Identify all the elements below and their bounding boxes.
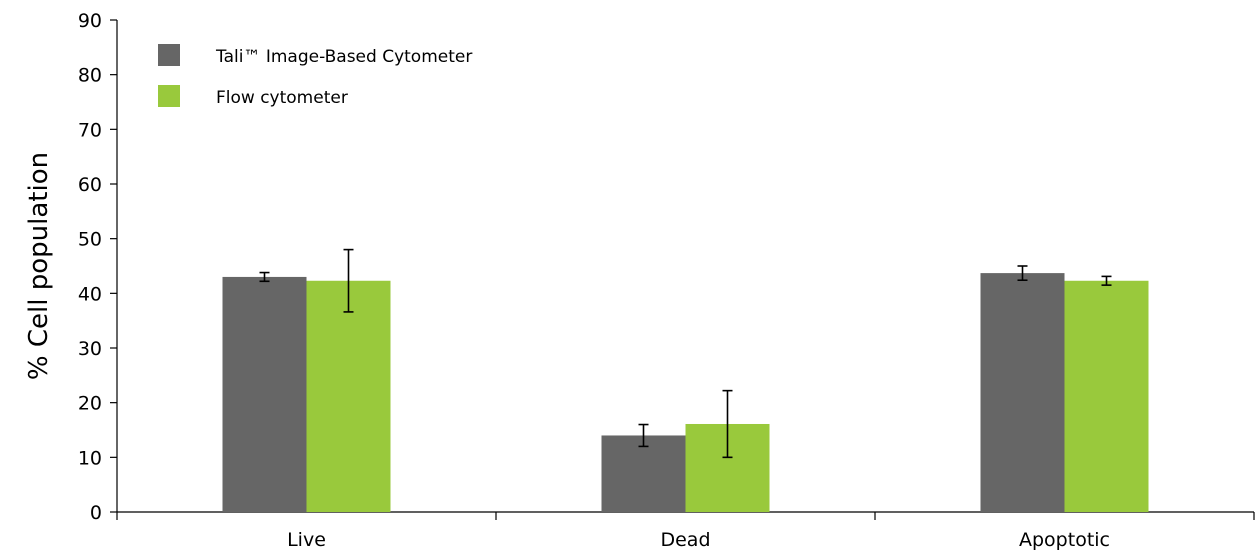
y-tick-label-0: 0: [90, 502, 102, 524]
legend: Tali™ Image-Based Cytometer Flow cytomete…: [158, 44, 472, 108]
error-bar-apoptotic-series-0: [1017, 265, 1028, 282]
bar-group: [222, 273, 1149, 512]
y-tick-label-20: 20: [78, 393, 102, 415]
error-bar-apoptotic-series-1: [1101, 275, 1112, 286]
y-tick-group: 0 10 20 30 40 50 60 70 80 90: [78, 10, 117, 524]
y-tick-label-60: 60: [78, 174, 102, 196]
y-tick-label-70: 70: [78, 119, 102, 141]
x-category-label-dead: Dead: [660, 529, 710, 551]
bar-apoptotic-series-0: [980, 273, 1065, 512]
x-axis: Live Dead Apoptotic: [116, 511, 1255, 551]
x-category-label-live: Live: [287, 529, 326, 551]
y-axis-title: % Cell population: [24, 152, 54, 380]
error-bar-live-series-1: [343, 248, 354, 313]
legend-swatch-1: [158, 85, 180, 107]
x-category-label-apoptotic: Apoptotic: [1019, 529, 1110, 551]
bar-dead-series-0: [601, 435, 686, 512]
y-tick-label-50: 50: [78, 229, 102, 251]
legend-label-0: Tali™ Image-Based Cytometer: [215, 47, 472, 67]
error-bar-live-series-0: [259, 271, 270, 283]
y-tick-label-90: 90: [78, 10, 102, 32]
y-tick-label-10: 10: [78, 447, 102, 469]
legend-swatch-0: [158, 44, 180, 66]
error-bar-dead-series-0: [638, 423, 649, 448]
x-tick-group: Live Dead Apoptotic: [116, 512, 1255, 551]
legend-label-1: Flow cytometer: [216, 88, 348, 108]
y-axis: 0 10 20 30 40 50 60 70 80 90: [78, 10, 118, 524]
bar-apoptotic-series-1: [1064, 280, 1149, 512]
bar-live-series-0: [222, 276, 307, 512]
y-tick-label-40: 40: [78, 283, 102, 305]
error-bar-group: [259, 248, 1112, 459]
error-bar-dead-series-1: [722, 389, 733, 459]
bar-live-series-1: [306, 280, 391, 512]
y-tick-label-80: 80: [78, 65, 102, 87]
y-tick-label-30: 30: [78, 338, 102, 360]
